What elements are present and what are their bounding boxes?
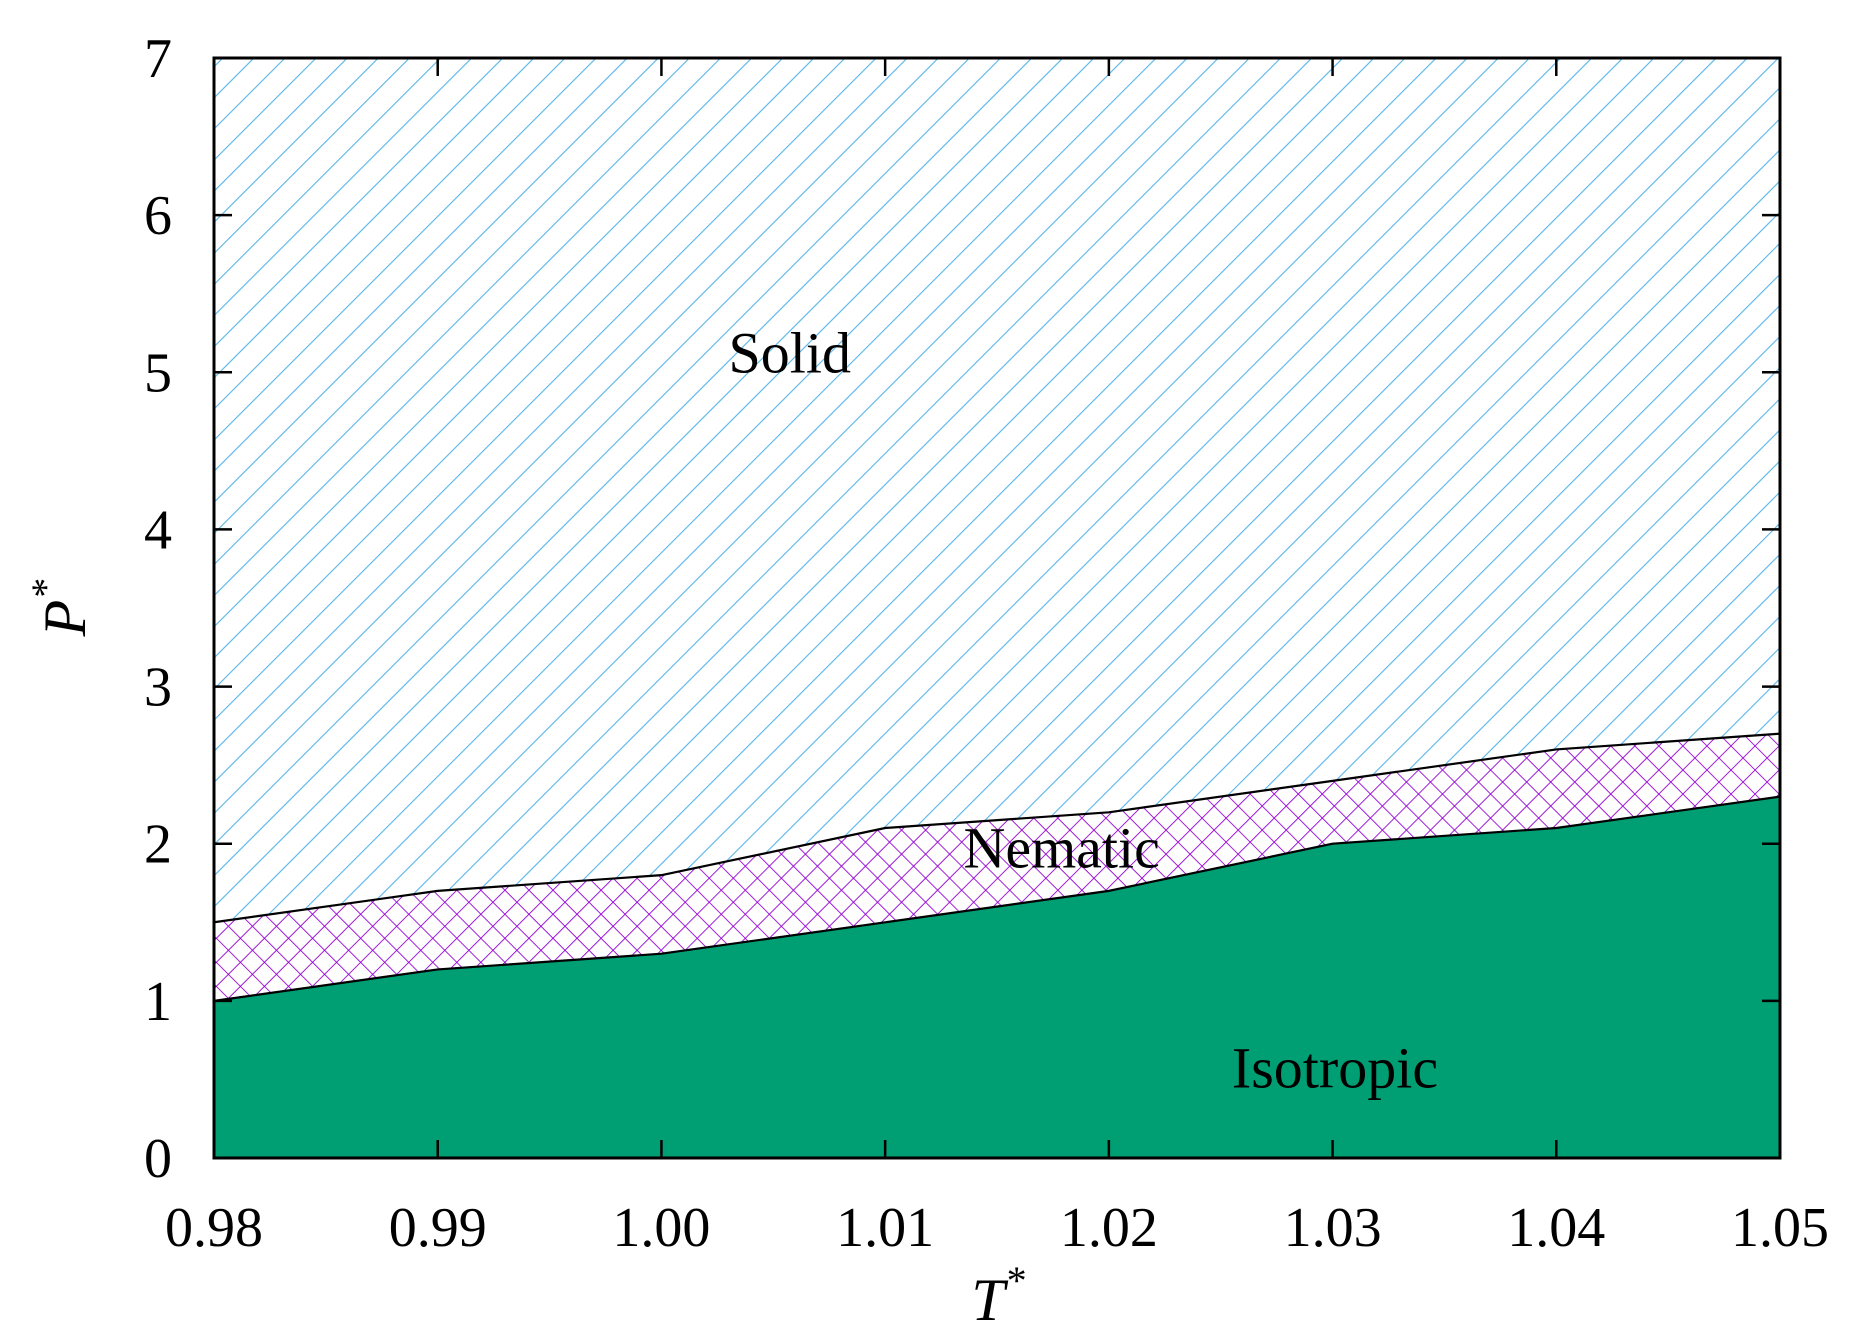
region-solid <box>214 58 1780 923</box>
x-axis-label-sup: * <box>1005 1258 1025 1303</box>
boundary-nematic <box>214 732 1780 924</box>
y-tick-label: 7 <box>144 28 172 90</box>
y-tick-label: 4 <box>144 499 172 561</box>
x-tick-label: 0.98 <box>165 1197 263 1259</box>
y-axis-label: P* <box>23 580 98 638</box>
x-tick-label: 1.04 <box>1507 1197 1605 1259</box>
region-label-isotropic: Isotropic <box>1232 1035 1438 1100</box>
x-tick-label: 1.03 <box>1284 1197 1382 1259</box>
x-tick-label: 1.02 <box>1060 1197 1158 1259</box>
region-nematic <box>214 733 1780 1001</box>
plot-frame <box>212 56 1782 1160</box>
x-tick-label: 1.01 <box>836 1197 934 1259</box>
phase-regions <box>214 58 1780 1158</box>
y-tick-label: 0 <box>144 1128 172 1190</box>
x-axis-label-main: T <box>971 1267 1008 1333</box>
phase-boundaries <box>214 732 1780 1002</box>
x-tick-label: 1.00 <box>612 1197 710 1259</box>
y-axis-label-main: P <box>32 600 98 638</box>
x-tick-label: 0.99 <box>389 1197 487 1259</box>
boundary-isotropic <box>214 795 1780 1002</box>
y-tick-label: 3 <box>144 657 172 719</box>
region-isotropic <box>214 796 1780 1158</box>
y-tick-label: 1 <box>144 971 172 1033</box>
region-label-nematic: Nematic <box>963 815 1159 880</box>
region-label-solid: Solid <box>729 320 852 385</box>
y-tick-label: 5 <box>144 342 172 404</box>
y-axis-label-sup: * <box>23 580 68 600</box>
y-tick-label: 2 <box>144 814 172 876</box>
x-tick-label: 1.05 <box>1731 1197 1829 1259</box>
y-tick-label: 6 <box>144 185 172 247</box>
region-labels: Solid Nematic Isotropic <box>729 320 1439 1100</box>
x-axis-ticks: 0.98 0.99 1.00 1.01 1.02 1.03 1.04 1.05 <box>165 58 1829 1259</box>
x-axis-label: T* <box>971 1258 1024 1333</box>
y-axis-ticks: 0 1 2 3 4 5 6 7 <box>144 28 1780 1190</box>
